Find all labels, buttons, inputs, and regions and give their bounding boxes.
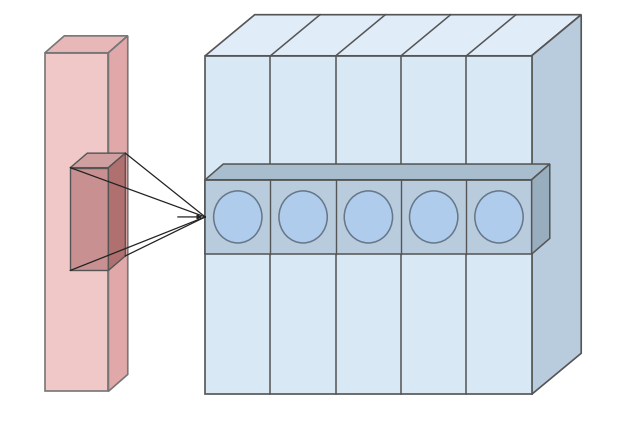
Ellipse shape [475,191,523,243]
Ellipse shape [344,191,392,243]
Polygon shape [45,36,128,53]
Ellipse shape [279,191,327,243]
Polygon shape [205,180,532,254]
Polygon shape [45,53,108,391]
Ellipse shape [214,191,262,243]
Polygon shape [532,14,581,394]
Ellipse shape [410,191,458,243]
Polygon shape [205,14,581,56]
Polygon shape [205,56,532,394]
Polygon shape [70,168,108,271]
Polygon shape [205,164,550,180]
Polygon shape [108,36,128,391]
Polygon shape [532,164,550,254]
Polygon shape [70,153,126,168]
Polygon shape [108,153,126,271]
